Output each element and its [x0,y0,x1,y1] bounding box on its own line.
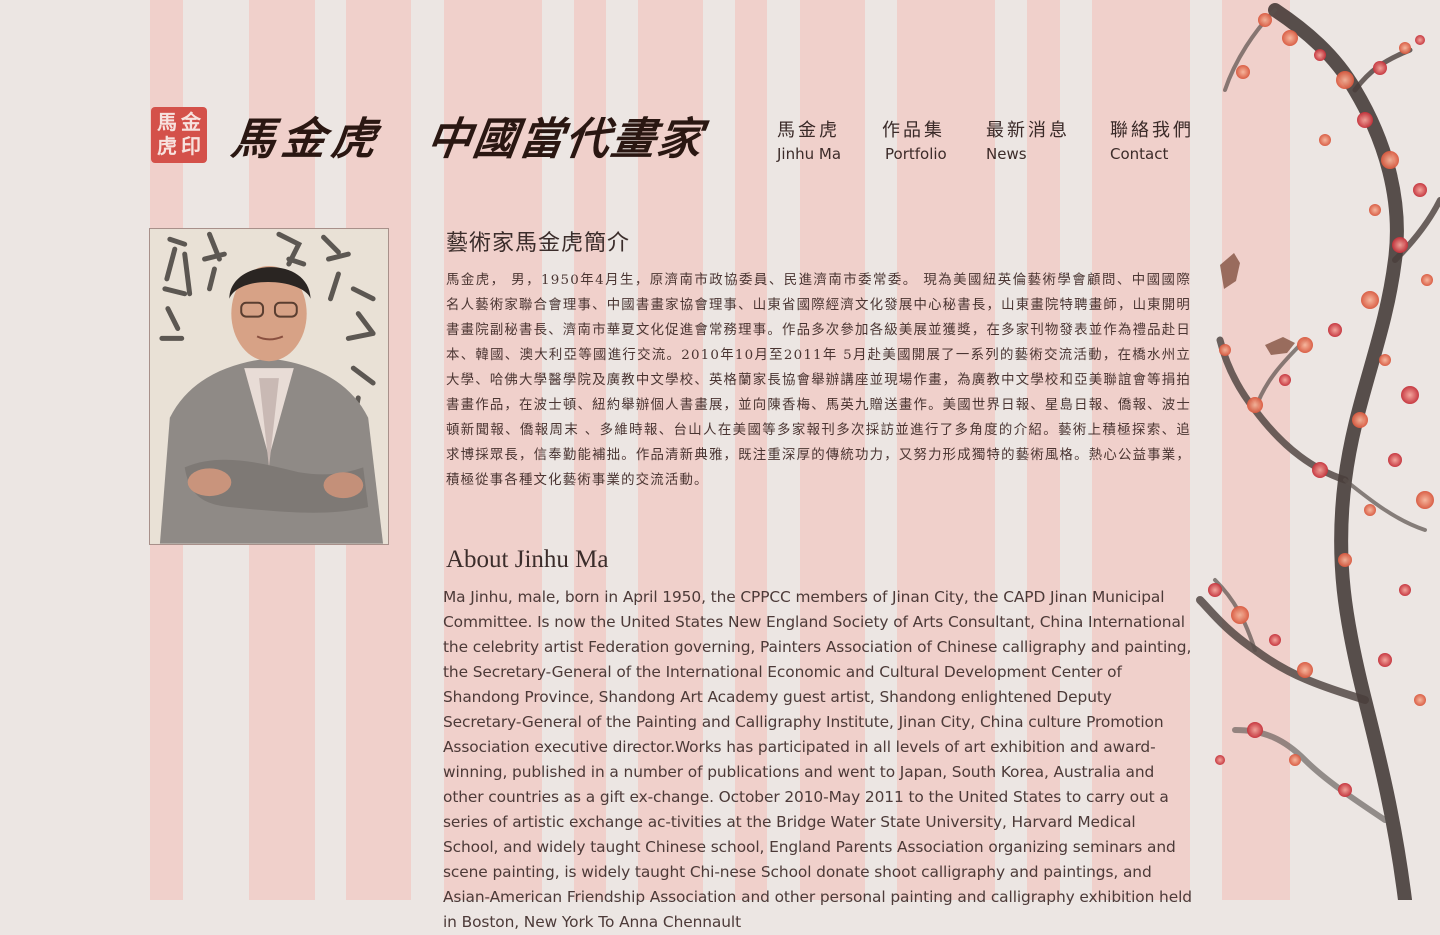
nav-label-en: News [986,145,1027,163]
nav-label-zh: 最新消息 [986,120,1070,141]
bio-text-en: Ma Jinhu, male, born in April 1950, the … [443,588,1192,931]
portrait-photo-icon [150,229,388,544]
nav-label-en: Contact [1110,145,1169,163]
site-logo[interactable]: 馬金虎 中國當代畫家 [228,102,707,168]
seal-char: 金 [181,110,201,134]
seal-char: 虎 [157,134,177,158]
seal-char: 印 [181,134,201,158]
nav-item-portfolio[interactable]: 作品集 Portfolio [882,119,947,164]
stripe [1222,0,1290,900]
seal-stamp-logo[interactable]: 馬 金 虎 印 [151,107,207,163]
nav-label-en: Portfolio [885,145,947,163]
logo-artist-name: 馬金虎 [228,114,385,165]
stripe [735,0,767,900]
stripe [1027,0,1060,900]
nav-item-home[interactable]: 馬金虎 Jinhu Ma [777,119,841,164]
nav-label-zh: 作品集 [882,120,945,141]
artist-portrait [149,228,389,545]
nav-label-en: Jinhu Ma [777,145,842,163]
bio-title-zh: 藝術家馬金虎簡介 [446,231,631,256]
bio-title-en: About Jinhu Ma [446,546,609,573]
nav-label-zh: 馬金虎 [777,120,840,141]
nav-label-zh: 聯絡我們 [1110,120,1194,141]
bio-text-zh: 馬金虎， 男，1950年4月生，原濟南市政協委員、民進濟南市委常委。 現為美國紐… [446,273,1191,488]
stripe [800,0,865,900]
nav-item-news[interactable]: 最新消息 News [986,119,1070,164]
stripe [638,0,703,900]
stripe [897,0,995,900]
plum-blossom-illustration [1196,3,1440,900]
nav-item-contact[interactable]: 聯絡我們 Contact [1110,119,1194,164]
striped-background [150,0,1290,900]
stripe [1092,0,1190,900]
stripe [444,0,542,900]
logo-subtitle: 中國當代畫家 [423,114,707,165]
seal-char: 馬 [157,110,177,134]
stripe [574,0,606,900]
